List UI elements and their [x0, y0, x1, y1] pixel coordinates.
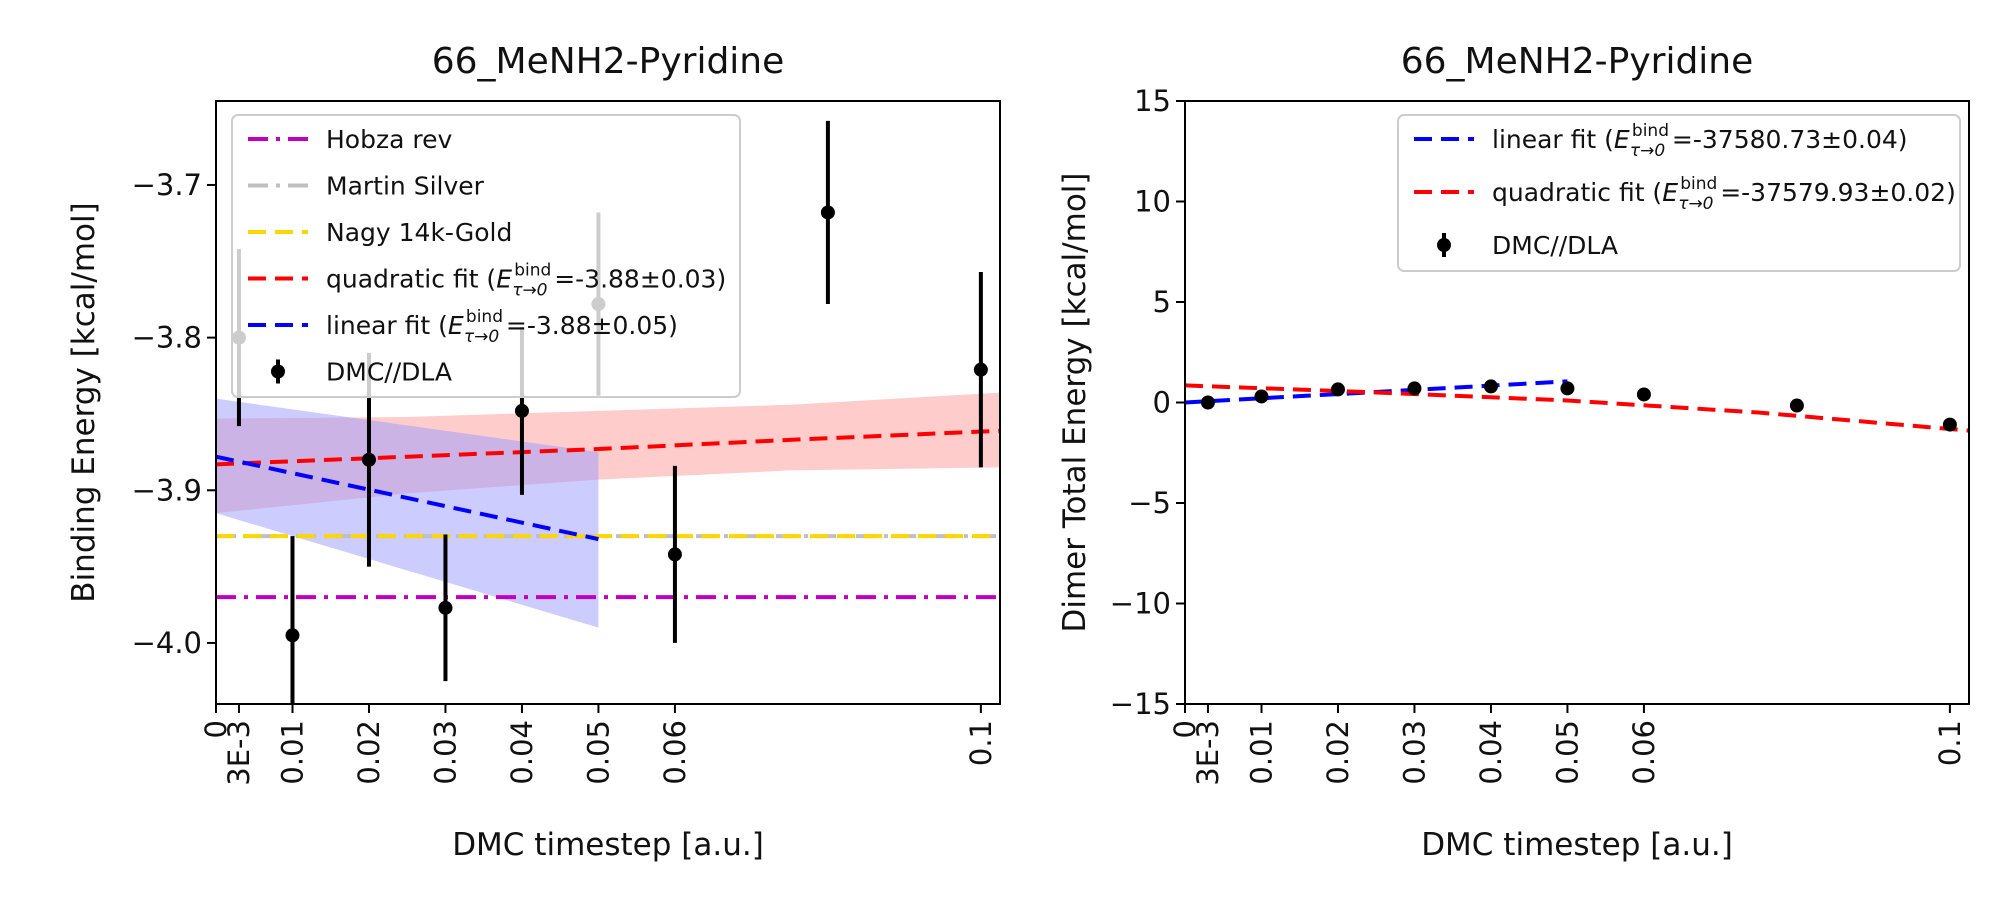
y-tick-label: −3.8 — [132, 321, 202, 355]
x-axis-label: DMC timestep [a.u.] — [1421, 827, 1733, 863]
x-tick-label: 0 — [1168, 720, 1202, 738]
legend-symbol: E — [1614, 125, 1630, 154]
legend-marker — [1437, 238, 1451, 252]
x-tick-label: 0.01 — [275, 720, 309, 785]
x-tick-label: 0.05 — [1550, 720, 1584, 785]
plot-area — [1185, 379, 1969, 433]
x-tick-label: 0.03 — [1397, 720, 1431, 785]
y-tick-label: 10 — [1134, 185, 1171, 219]
fit-line-quadratic-fit — [216, 428, 1000, 467]
x-tick-label: 0.04 — [1474, 720, 1508, 785]
data-point — [1330, 382, 1345, 397]
legend-symbol: E — [496, 265, 512, 294]
data-point — [438, 600, 453, 615]
legend-symbol-sub: τ→0 — [1630, 141, 1665, 161]
legend-box — [1397, 114, 1961, 272]
legend-symbol-sup: bind — [466, 307, 503, 327]
data-point — [1636, 387, 1651, 402]
legend-label: linear fit ( — [326, 311, 448, 340]
y-tick-label: −15 — [1110, 687, 1171, 721]
legend-symbol-sub: τ→0 — [1678, 194, 1713, 214]
legend-label: =-3.88±0.05) — [506, 311, 678, 340]
y-tick-label: −10 — [1110, 587, 1171, 621]
legend-label: =-37580.73±0.04) — [1672, 125, 1908, 154]
data-point — [1407, 381, 1422, 396]
legend: Hobza rev Martin Silver Nagy 14k-Gold quadr… — [231, 114, 741, 398]
legend-label: =-37579.93±0.02) — [1720, 178, 1956, 207]
confidence-band-linear-fit — [216, 398, 599, 628]
fit-line-linear-fit — [216, 454, 599, 542]
legend-label: quadratic fit ( — [1492, 178, 1662, 207]
data-point — [1789, 398, 1804, 413]
legend-label: Nagy 14k-Gold — [326, 218, 512, 247]
data-point — [361, 452, 376, 467]
y-tick-label: −4.0 — [132, 626, 202, 660]
y-tick-label: 0 — [1153, 386, 1171, 420]
axes-frame — [215, 100, 1001, 705]
legend-symbol: E — [1662, 178, 1678, 207]
x-tick-label: 3E-3 — [1191, 720, 1225, 786]
legend-marker — [271, 364, 285, 379]
legend-box — [231, 114, 741, 398]
x-tick-label: 0.1 — [964, 720, 998, 766]
chart-title: 66_MeNH2-Pyridine — [1401, 41, 1754, 82]
chart-panel-2: 03E-3 0.01 0.02 0.03 0.04 0.05 0.06 0.1151050−5… — [1057, 41, 1970, 863]
legend-symbol-sup: bind — [1632, 121, 1669, 141]
y-tick-label: 5 — [1153, 285, 1171, 319]
legend-symbol-sup: bind — [1680, 174, 1717, 194]
legend-symbol-sub: τ→0 — [512, 281, 547, 301]
y-axis-label: Binding Energy [kcal/mol] — [66, 202, 102, 602]
x-tick-label: 0.1 — [1933, 720, 1967, 766]
chart-panel-1: 03E-3 0.01 0.02 0.03 0.04 0.05 0.06 0.1 −3.7 −3.8… — [66, 41, 1001, 863]
legend-symbol-sup: bind — [514, 261, 551, 281]
x-tick-label: 0.06 — [658, 720, 692, 785]
y-tick-label: −5 — [1128, 486, 1171, 520]
legend-label: Hobza rev — [326, 125, 452, 154]
data-point — [1200, 395, 1215, 410]
legend-label: Martin Silver — [326, 172, 485, 201]
x-tick-label: 0.03 — [428, 720, 462, 785]
legend-label: =-3.88±0.03) — [554, 265, 726, 294]
x-tick-label: 0 — [199, 720, 233, 738]
x-tick-label: 0.06 — [1627, 720, 1661, 785]
x-axis-label: DMC timestep [a.u.] — [452, 827, 764, 863]
legend-symbol: E — [448, 311, 464, 340]
legend-label: quadratic fit ( — [326, 265, 496, 294]
y-tick-label: −3.9 — [132, 473, 202, 507]
x-tick-label: 0.02 — [1321, 720, 1355, 785]
legend-label: linear fit ( — [1492, 125, 1614, 154]
y-tick-label: 15 — [1134, 84, 1171, 118]
data-point — [514, 403, 529, 418]
plot-area — [216, 120, 1000, 704]
data-point — [285, 628, 300, 643]
data-point — [1483, 379, 1498, 394]
legend-symbol-sub: τ→0 — [464, 327, 499, 347]
data-point — [1942, 417, 1957, 432]
x-tick-label: 3E-3 — [222, 720, 256, 786]
legend-label: DMC//DLA — [1492, 231, 1618, 260]
x-tick-label: 0.01 — [1244, 720, 1278, 785]
fit-line-quadratic-fit — [1185, 383, 1969, 433]
x-tick-label: 0.05 — [581, 720, 615, 785]
data-point — [1560, 381, 1575, 396]
data-point — [1254, 389, 1269, 404]
chart-title: 66_MeNH2-Pyridine — [432, 41, 785, 82]
data-point — [973, 362, 988, 377]
data-point — [667, 547, 682, 562]
y-axis-label: Dimer Total Energy [kcal/mol] — [1057, 172, 1093, 632]
x-tick-label: 0.04 — [505, 720, 539, 785]
y-tick-label: −3.7 — [132, 168, 202, 202]
legend-label: DMC//DLA — [326, 358, 452, 387]
data-point — [820, 205, 835, 220]
x-tick-label: 0.02 — [352, 720, 386, 785]
